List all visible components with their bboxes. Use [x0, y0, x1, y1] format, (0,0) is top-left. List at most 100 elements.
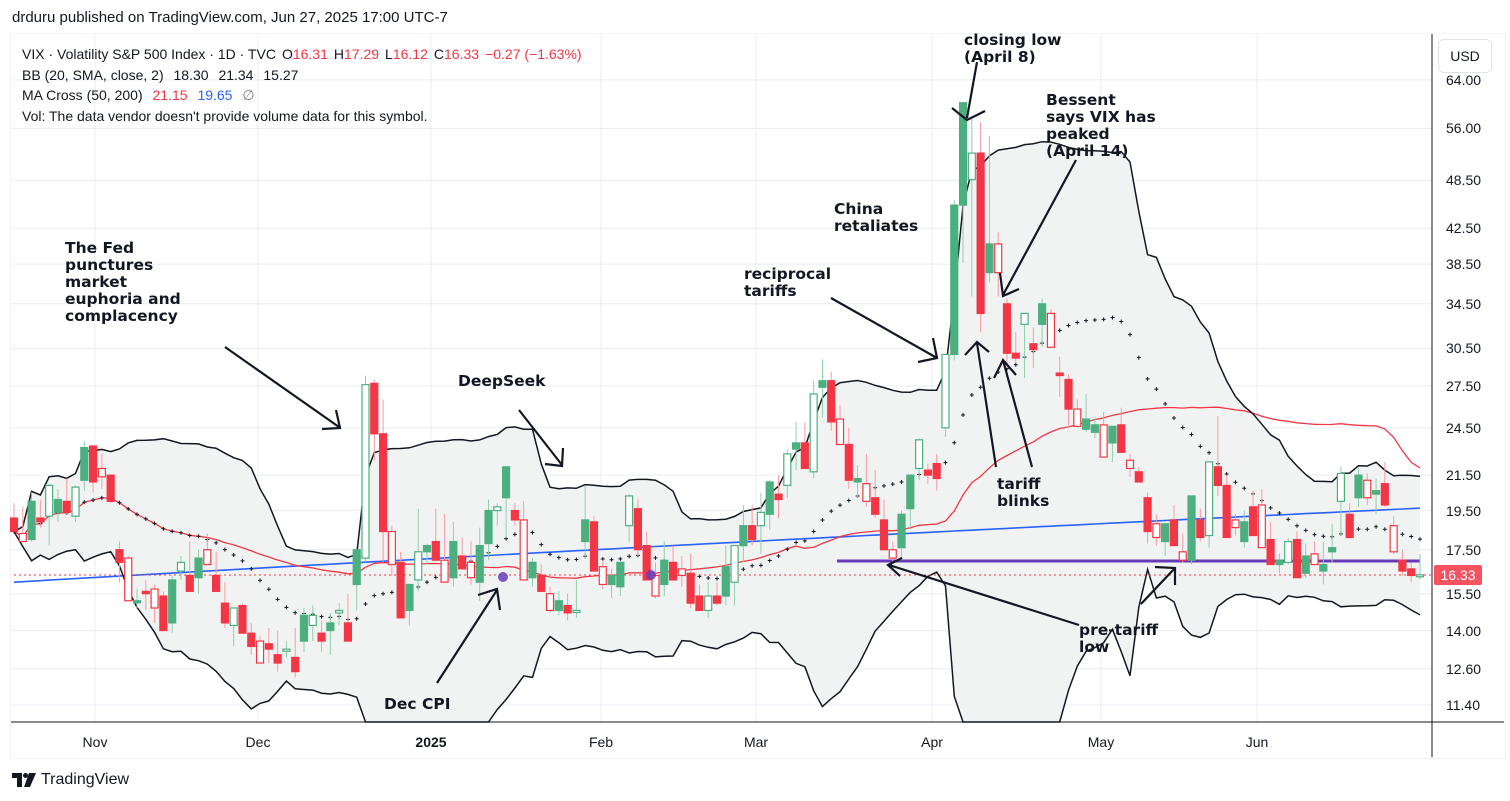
candle — [809, 393, 818, 473]
published-byline: drduru published on TradingView.com, Jun… — [12, 9, 448, 26]
close-value: 16.33 — [444, 46, 480, 62]
candle — [1301, 555, 1310, 574]
tradingview-logo[interactable]: TradingView — [12, 771, 129, 789]
candle — [1266, 538, 1275, 566]
candle — [238, 604, 247, 634]
candle — [818, 380, 827, 388]
candle — [519, 519, 528, 581]
candle — [862, 483, 871, 502]
candle — [932, 462, 941, 480]
candle — [291, 656, 300, 673]
candle — [1240, 521, 1249, 543]
candle — [1002, 303, 1012, 354]
candle — [1319, 563, 1328, 572]
price-tick: 42.50 — [1446, 220, 1482, 237]
candle — [36, 517, 45, 523]
annotation-reciprocal-tariffs: reciprocal tariffs — [744, 265, 832, 300]
candle — [352, 549, 361, 586]
bb-row: BB (20, SMA, close, 2) 18.30 21.34 15.27 — [22, 65, 588, 86]
time-tick: Mar — [743, 734, 769, 750]
time-tick: 2025 — [415, 734, 447, 750]
candle — [299, 614, 309, 642]
time-tick: Nov — [82, 734, 108, 750]
candle — [1284, 540, 1293, 563]
candle — [18, 532, 27, 543]
candle — [783, 453, 792, 486]
volume-note: Vol: The data vendor doesn't provide vol… — [22, 107, 428, 124]
candle — [897, 513, 906, 549]
time-tick: Feb — [588, 734, 614, 750]
symbol-title[interactable]: VIX · Volatility S&P 500 Index · 1D · TV… — [22, 46, 276, 62]
candle — [906, 474, 915, 510]
candle — [800, 442, 809, 470]
candle — [1117, 424, 1126, 453]
candle — [273, 654, 282, 664]
candle — [686, 572, 695, 604]
candle — [528, 561, 537, 579]
candle — [1292, 538, 1302, 579]
candle — [80, 446, 89, 481]
price-tick: 34.50 — [1446, 295, 1482, 312]
candle — [923, 469, 933, 476]
ma-cross-marker — [646, 570, 656, 580]
candle — [212, 574, 221, 592]
candle — [976, 152, 985, 314]
candle — [62, 500, 71, 513]
candle — [97, 467, 106, 478]
candle — [1213, 466, 1222, 486]
chart-legend: VIX · Volatility S&P 500 Index · 1D · TV… — [22, 44, 588, 126]
candle — [247, 632, 256, 648]
candle — [941, 353, 950, 429]
candle — [633, 508, 643, 551]
annotation-bessent: Bessent says VIX has peaked (April 14) — [1046, 91, 1156, 160]
candle — [27, 500, 36, 541]
candle — [748, 525, 757, 541]
candle — [185, 574, 194, 592]
candle — [168, 579, 177, 624]
candle — [1064, 378, 1073, 410]
candle — [203, 549, 212, 566]
currency-button[interactable]: USD — [1438, 39, 1492, 73]
bb-label[interactable]: BB (20, SMA, close, 2) — [22, 66, 164, 83]
candle — [589, 521, 599, 572]
candle — [1055, 372, 1064, 377]
candle — [1134, 471, 1143, 483]
candle — [326, 622, 335, 632]
candle — [1152, 523, 1161, 539]
candle — [1231, 519, 1240, 529]
candle — [765, 481, 774, 515]
candle — [1328, 547, 1337, 553]
tradingview-logo-text: TradingView — [41, 771, 130, 788]
candle — [387, 530, 396, 566]
candle — [616, 561, 625, 588]
candle — [194, 557, 203, 579]
bollinger-lower-band — [13, 531, 1421, 723]
candle — [545, 593, 555, 612]
candle — [1178, 551, 1187, 561]
candle — [502, 466, 511, 499]
candle — [607, 574, 616, 586]
candle — [115, 549, 124, 563]
candle — [493, 506, 502, 512]
price-tick: 15.50 — [1446, 585, 1482, 602]
price-tick: 64.00 — [1446, 71, 1482, 88]
price-tick: 56.00 — [1446, 120, 1482, 137]
candle — [642, 545, 651, 581]
bb-basis-value: 18.30 — [173, 66, 209, 83]
candle — [440, 559, 449, 583]
candle — [888, 549, 897, 559]
candle — [414, 551, 423, 581]
volume-row: Vol: The data vendor doesn't provide vol… — [22, 106, 588, 127]
candle — [712, 595, 722, 604]
price-tick: 48.50 — [1446, 172, 1482, 189]
time-tick: Apr — [921, 734, 943, 750]
candle — [141, 590, 150, 595]
candle — [827, 380, 836, 423]
ma-slow-value: 19.65 — [197, 87, 233, 103]
candle — [176, 561, 186, 572]
bollinger-band-fill — [14, 141, 1420, 722]
candle — [1020, 312, 1029, 325]
ma-cross-label[interactable]: MA Cross (50, 200) — [22, 87, 143, 103]
candle — [466, 561, 476, 579]
